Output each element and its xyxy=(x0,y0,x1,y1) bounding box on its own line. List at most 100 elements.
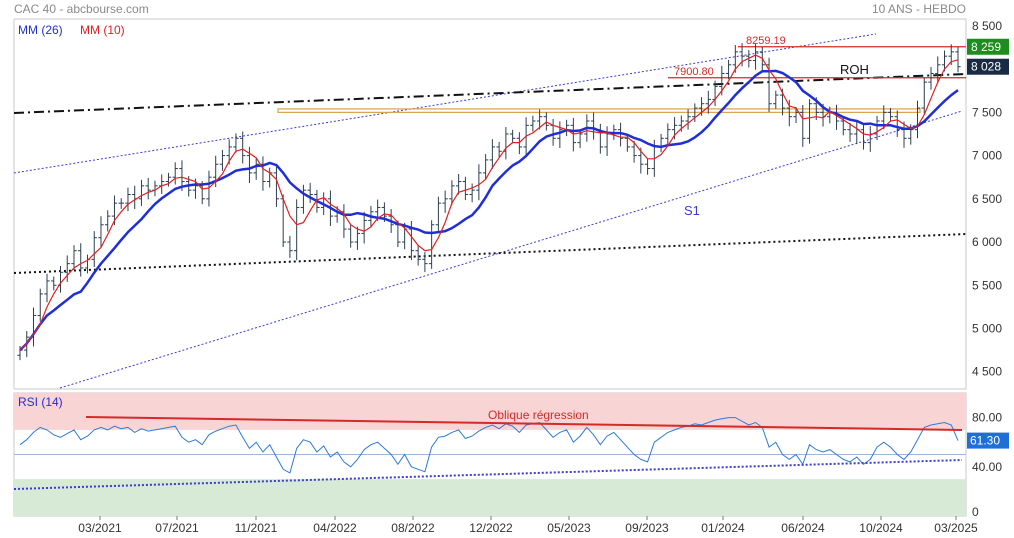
ohlc-bar xyxy=(860,123,867,150)
ohlc-bar xyxy=(530,115,536,132)
price-tick-label: 5 500 xyxy=(972,278,1002,292)
ohlc-bar xyxy=(800,104,806,147)
ohlc-bar xyxy=(239,131,246,164)
ohlc-bar xyxy=(665,123,671,146)
price-tag: 8 028 xyxy=(967,58,1009,75)
ohlc-bar xyxy=(752,43,759,70)
ohlc-bar xyxy=(347,224,354,248)
price-tag-label: 8 259 xyxy=(971,40,1001,54)
x-tick-label: 01/2024 xyxy=(701,521,745,535)
price-tick-label: 7 000 xyxy=(972,149,1002,163)
ohlc-bar xyxy=(509,129,516,144)
rsi-value-box xyxy=(967,432,1009,449)
ohlc-bar xyxy=(773,90,779,109)
rsi-value-tag: 61.30 xyxy=(967,432,1009,449)
rsi-bands xyxy=(14,393,966,516)
ohlc-bar xyxy=(172,162,178,185)
rsi-title: RSI (14) xyxy=(18,395,63,409)
price-tag-box xyxy=(967,58,1009,75)
ohlc-bar xyxy=(361,211,367,244)
x-tick-label: 05/2023 xyxy=(547,521,591,535)
price-ohlc-bars xyxy=(17,43,961,361)
s1-label: S1 xyxy=(684,203,700,218)
x-tick-label: 09/2023 xyxy=(625,521,669,535)
ohlc-bar xyxy=(91,231,97,268)
ohlc-bar xyxy=(543,112,550,131)
price-tag-box xyxy=(967,38,1009,55)
ohlc-bar xyxy=(941,50,948,72)
ohlc-bar xyxy=(921,77,927,114)
ohlc-bar xyxy=(806,99,813,144)
ohlc-bar xyxy=(692,103,698,123)
rsi-axis-ticks: 80.00 40.00 0 xyxy=(972,411,1002,519)
ohlc-bar xyxy=(273,165,280,208)
ohlc-bar xyxy=(786,99,792,127)
ohlc-bar xyxy=(469,183,475,203)
ohlc-bar xyxy=(422,252,428,273)
ohlc-bar xyxy=(219,149,226,171)
price-tag-label: 8 028 xyxy=(971,60,1001,74)
ohlc-bar xyxy=(435,196,442,233)
rsi-tick-label: 40.00 xyxy=(972,460,1002,474)
ohlc-bar xyxy=(138,179,145,206)
chart-title: CAC 40 - abcbourse.com xyxy=(14,2,149,16)
rsi-annotations: Oblique régression 61.30 xyxy=(13,408,1009,490)
upper-channel-line xyxy=(13,33,877,174)
ohlc-bar xyxy=(955,47,961,73)
ohlc-bar xyxy=(44,273,50,303)
ohlc-bar xyxy=(496,141,502,158)
ohlc-bar xyxy=(489,139,496,169)
ohlc-bar xyxy=(98,216,104,248)
ohlc-bar xyxy=(118,198,124,209)
x-tick-label: 04/2022 xyxy=(313,521,357,535)
ohlc-bar xyxy=(64,255,70,282)
chart-timeframe: 10 ANS - HEBDO xyxy=(872,2,966,16)
price-tick-label: 6 000 xyxy=(972,235,1002,249)
price-tick-label: 4 500 xyxy=(972,365,1002,379)
ohlc-bar xyxy=(293,199,300,261)
ohlc-bar xyxy=(462,176,469,201)
ohlc-bar xyxy=(71,245,77,271)
rsi-tick-label: 0 xyxy=(972,505,979,519)
rsi-oversold-zone xyxy=(14,479,966,516)
ohlc-bar xyxy=(705,90,712,114)
ohlc-bar xyxy=(105,210,111,232)
ohlc-bar xyxy=(455,174,462,195)
price-tick-label: 5 000 xyxy=(972,321,1002,335)
ohlc-bar xyxy=(287,235,293,258)
rsi-regression-label: Oblique régression xyxy=(488,408,589,422)
ohlc-bar xyxy=(428,220,435,269)
legend-mm26: MM (26) xyxy=(18,23,63,37)
legend-mm10: MM (10) xyxy=(80,23,125,37)
x-tick-label: 10/2024 xyxy=(859,521,903,535)
ohlc-bar xyxy=(37,288,43,322)
x-tick-label: 03/2025 xyxy=(934,521,978,535)
x-tick-label: 11/2021 xyxy=(235,521,278,535)
rsi-line xyxy=(19,417,959,474)
x-tick-label: 07/2021 xyxy=(155,521,199,535)
ohlc-bar xyxy=(887,108,894,122)
ohlc-bar xyxy=(644,158,651,175)
rsi-regression-line xyxy=(85,416,963,431)
support-zone-box xyxy=(277,108,921,113)
moving-averages xyxy=(19,54,959,351)
long-support-line xyxy=(13,233,967,274)
rsi-tick-label: 80.00 xyxy=(972,411,1002,425)
x-tick-label: 08/2022 xyxy=(391,521,435,535)
price-overlays xyxy=(13,33,967,389)
lower-channel-line xyxy=(59,110,963,389)
ohlc-bar xyxy=(449,180,455,206)
ohlc-bar xyxy=(145,177,151,200)
ohlc-bar xyxy=(766,57,772,113)
rsi-polyline xyxy=(19,417,959,474)
ma10-line xyxy=(19,54,959,351)
x-tick-label: 06/2024 xyxy=(781,521,825,535)
high-level-label: 8259.19 xyxy=(746,35,786,47)
ohlc-bar xyxy=(874,115,880,140)
ohlc-bar xyxy=(253,158,259,180)
rsi-value-label: 61.30 xyxy=(970,434,1000,448)
ohlc-bar xyxy=(354,226,361,250)
ohlc-bar xyxy=(482,154,489,180)
